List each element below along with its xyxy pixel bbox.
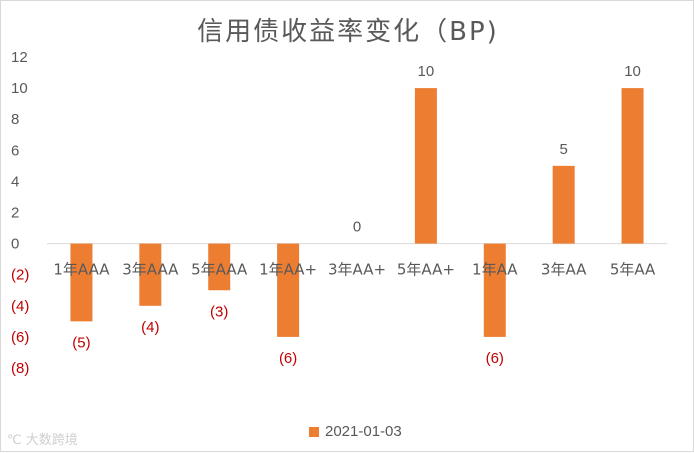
- y-tick-label: (2): [11, 267, 29, 284]
- data-label: (5): [72, 334, 90, 351]
- y-tick-label: 6: [11, 142, 19, 159]
- bar: [139, 243, 162, 306]
- y-tick-label: (6): [11, 329, 29, 346]
- bar: [552, 165, 575, 244]
- data-label: 10: [418, 63, 435, 80]
- legend-swatch: [309, 426, 319, 437]
- y-tick-label: 0: [11, 236, 19, 253]
- bar: [621, 88, 644, 244]
- data-label: (4): [141, 319, 159, 336]
- bar: [70, 243, 93, 322]
- x-tick-label: 1年AAA: [53, 261, 110, 279]
- x-tick-label: 1年AA: [472, 261, 518, 279]
- data-label: 5: [559, 141, 567, 158]
- x-tick-label: 5年AA+: [397, 261, 455, 279]
- data-label: (6): [279, 350, 297, 367]
- y-tick-label: 12: [11, 49, 28, 66]
- x-tick-label: 5年AA: [610, 261, 656, 279]
- x-tick-label: 3年AA+: [328, 261, 386, 279]
- watermark-text: 大数跨境: [25, 433, 78, 448]
- watermark-logo: ℃ 大数跨境: [7, 429, 78, 448]
- legend: 2021-01-03: [309, 423, 402, 440]
- y-tick-label: 4: [11, 173, 19, 190]
- bar: [483, 243, 506, 337]
- bar: [208, 243, 231, 291]
- data-label: (3): [210, 303, 228, 320]
- bar: [277, 243, 300, 337]
- watermark-icon: ℃: [7, 433, 22, 448]
- x-tick-label: 3年AAA: [122, 261, 179, 279]
- y-tick-label: 2: [11, 205, 19, 222]
- y-tick-label: (4): [11, 298, 29, 315]
- data-label: (6): [486, 350, 504, 367]
- chart-title: 信用债收益率变化（BP): [197, 17, 499, 47]
- x-tick-label: 3年AA: [541, 261, 587, 279]
- x-tick-label: 5年AAA: [191, 261, 248, 279]
- data-label: 10: [624, 63, 641, 80]
- legend-label: 2021-01-03: [325, 423, 402, 440]
- data-label: 0: [353, 219, 361, 236]
- y-tick-label: (8): [11, 360, 29, 377]
- y-tick-label: 10: [11, 80, 28, 97]
- bar: [414, 88, 437, 244]
- y-tick-label: 8: [11, 111, 19, 128]
- x-tick-label: 1年AA+: [259, 261, 317, 279]
